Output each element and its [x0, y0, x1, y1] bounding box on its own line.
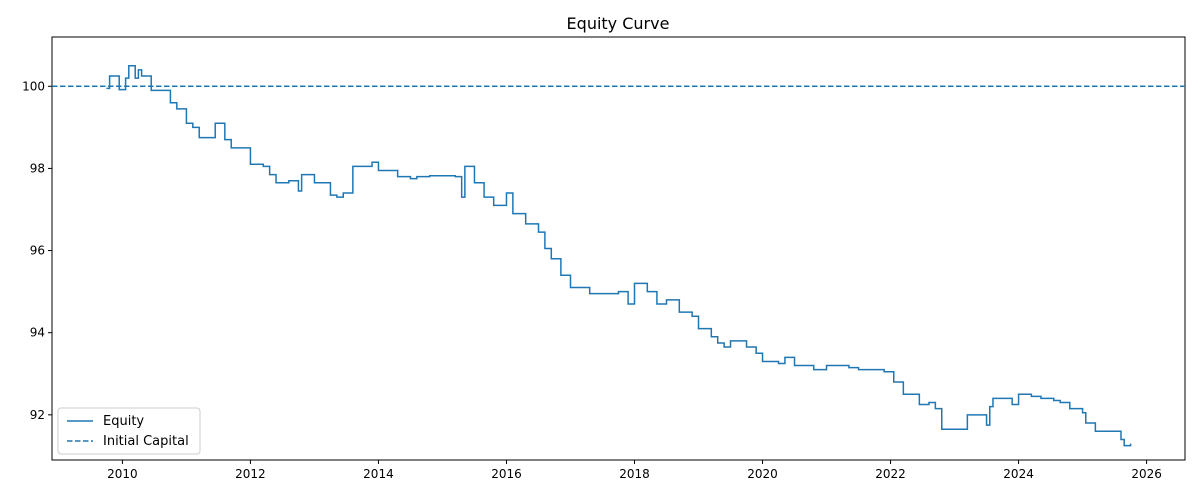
y-tick-label-100: 100	[22, 79, 45, 93]
x-tick-label-2010: 2010	[107, 467, 138, 481]
x-tick-label-2024: 2024	[1003, 467, 1034, 481]
x-axis: 2010 2012 2014 2016 2018 2020 2022 2024 2026	[107, 460, 1162, 481]
x-tick-label-2012: 2012	[235, 467, 266, 481]
equity-line	[106, 65, 1132, 447]
y-tick-label-92: 92	[30, 408, 45, 422]
y-axis: 92 94 96 98 100	[22, 79, 52, 422]
chart-title: Equity Curve	[567, 14, 670, 33]
plot-area-frame	[51, 36, 1186, 461]
legend: Equity Initial Capital	[57, 407, 201, 455]
x-tick-label-2014: 2014	[363, 467, 394, 481]
x-tick-label-2016: 2016	[491, 467, 522, 481]
legend-box	[57, 407, 201, 455]
x-tick-label-2026: 2026	[1131, 467, 1162, 481]
y-tick-label-98: 98	[30, 161, 45, 175]
x-tick-label-2022: 2022	[875, 467, 906, 481]
y-tick-label-96: 96	[30, 244, 45, 258]
x-tick-label-2018: 2018	[619, 467, 650, 481]
legend-initial-capital-label: Initial Capital	[103, 434, 189, 449]
series-layer	[52, 65, 1185, 447]
y-tick-label-94: 94	[30, 326, 45, 340]
x-tick-label-2020: 2020	[747, 467, 778, 481]
legend-equity-label: Equity	[103, 414, 144, 429]
